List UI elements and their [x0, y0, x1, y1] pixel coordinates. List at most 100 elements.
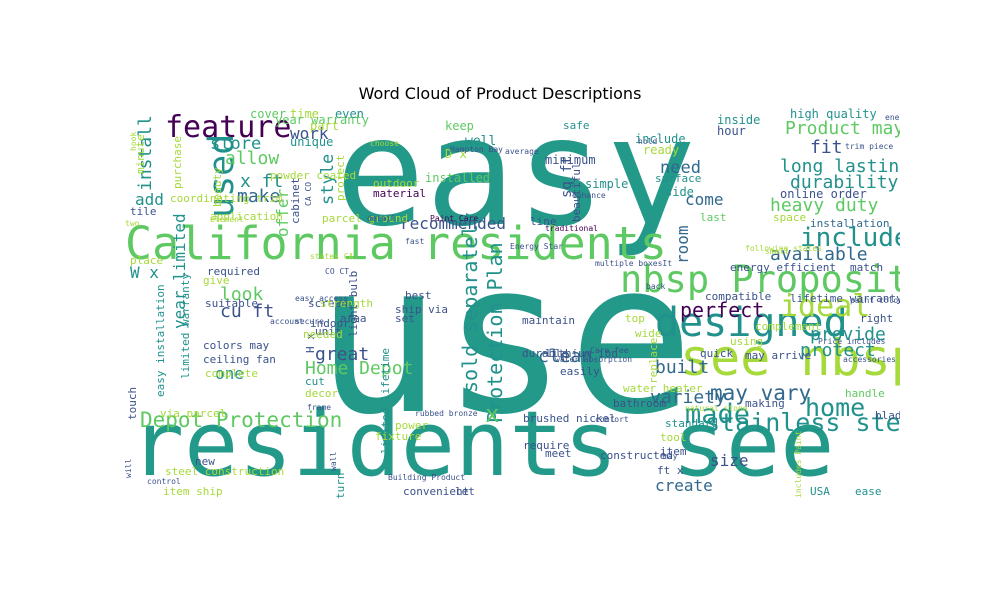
word-material: material	[373, 187, 426, 200]
word-set: set	[395, 312, 415, 325]
word-will: will	[125, 458, 133, 478]
word-strength: strength	[320, 297, 373, 310]
word-paint-color: paint color	[850, 296, 900, 305]
word-meet: meet	[545, 447, 572, 460]
word-easily: easily	[560, 365, 600, 378]
word-states-ca: states CA	[310, 252, 354, 261]
word-fixture: fixture	[375, 430, 422, 443]
word-paint-care: Paint Care	[430, 214, 479, 223]
word-colors-may: colors may	[203, 339, 270, 352]
word-last: last	[700, 211, 727, 224]
word-depot-protection: Depot Protection	[140, 408, 343, 432]
word-simple: simple	[585, 177, 629, 191]
word-ship-via: ship via	[395, 303, 448, 316]
word-w-x: W x	[130, 263, 159, 282]
word-online-order: online order	[780, 187, 867, 201]
word-trim-piece: trim piece	[845, 142, 894, 151]
word-light-bulb: light bulb	[347, 270, 360, 337]
word-made: made	[685, 399, 751, 430]
word-unique: unique	[290, 135, 334, 149]
word-two: two	[125, 219, 140, 228]
word-may: may	[663, 452, 678, 461]
word-touch: touch	[126, 386, 139, 420]
word-ca-co: CA CO	[304, 181, 313, 206]
word-hold: hold	[638, 137, 658, 146]
word-using: using	[730, 335, 764, 348]
word-space: space	[773, 211, 807, 224]
word-steel-construction: steel construction	[165, 465, 285, 478]
word-time: time	[290, 108, 319, 121]
word-complement: complement	[755, 320, 822, 333]
word-come: come	[685, 190, 724, 209]
word-create: create	[655, 476, 713, 495]
word-usa: USA	[810, 485, 830, 498]
word-new: new	[195, 455, 215, 468]
word-well: well	[465, 134, 497, 149]
word-energy-cost: energy cost	[885, 113, 900, 122]
word-easy: easy	[335, 108, 697, 260]
word-unit: unit	[315, 325, 342, 338]
word-protect: protect	[800, 340, 876, 361]
word-comfort: comfort	[595, 415, 629, 424]
word-cover: cover	[250, 108, 287, 121]
word-energy-star: Energy Star	[510, 242, 563, 251]
word-choose: choose	[370, 139, 399, 148]
word-surface: surface	[655, 172, 702, 185]
word-easy-access: easy access	[295, 294, 348, 303]
word-building-product: Building Product	[388, 473, 466, 482]
word-handle: handle	[845, 387, 885, 400]
word-wide: wide	[635, 327, 662, 340]
word-tool: tool	[660, 431, 687, 444]
word-match: match	[850, 261, 884, 274]
word-designed: designed	[655, 300, 848, 346]
word-project: project	[334, 154, 347, 201]
word-side: side	[665, 185, 694, 199]
word-care-fee: Care fee	[590, 346, 629, 355]
word-long-lasting: long lasting	[780, 156, 900, 177]
word-price-includes: Price includes	[818, 337, 886, 346]
word-parcel-ground: parcel ground	[322, 212, 409, 225]
word-control: control	[147, 477, 181, 486]
word-ceiling-fan: ceiling fan	[203, 353, 276, 366]
word-item-ship: item ship	[163, 485, 223, 498]
word-feature: feature	[165, 110, 292, 145]
word-required: required	[207, 265, 260, 278]
word-clean: clean	[538, 346, 593, 367]
word-built: built	[655, 357, 710, 378]
word-cabinet: cabinet	[289, 177, 302, 224]
word-one: one	[215, 364, 244, 383]
word-safe: safe	[563, 119, 590, 132]
word-energy-efficient: energy efficient	[730, 261, 836, 274]
word-replace: replace	[647, 337, 660, 384]
word-allow: allow	[225, 148, 280, 169]
word-enhance: enhance	[572, 191, 606, 200]
word-inside: inside	[717, 113, 761, 127]
word-look: look	[220, 284, 264, 305]
word-powder-coated: powder coated	[270, 169, 357, 182]
word-following-states: following states	[745, 244, 823, 253]
word-include: include	[635, 132, 686, 146]
word-right: right	[860, 312, 894, 325]
word-let: let	[455, 485, 475, 498]
word-installation: installation	[810, 217, 890, 230]
word-heavy-duty: heavy duty	[770, 195, 879, 216]
word-cut: cut	[305, 375, 325, 388]
word-via-parcel: via parcel	[160, 407, 227, 420]
word-year-warranty: year warranty	[275, 113, 369, 127]
word-beauty: beauty	[211, 167, 224, 207]
word-variety: variety	[650, 387, 726, 408]
word-outdoor: outdoor	[373, 177, 420, 190]
word-indoor: indoor	[310, 317, 350, 330]
word-even: even	[335, 108, 364, 121]
word-application: application	[210, 210, 283, 223]
chart-title: Word Cloud of Product Descriptions	[358, 84, 642, 103]
word-included: included	[800, 223, 900, 253]
word-hampton-bay: Hampton Bay	[450, 145, 503, 154]
word-provide: provide	[810, 324, 886, 345]
word-area: area	[340, 312, 367, 325]
word-great: great	[315, 344, 370, 365]
word-lifetime-warranty: lifetime warranty	[790, 292, 900, 305]
word-lithium-ion: lithium ion	[545, 347, 618, 360]
word-blade: blade	[875, 409, 900, 422]
word-easy-installation: easy installation	[154, 284, 167, 397]
